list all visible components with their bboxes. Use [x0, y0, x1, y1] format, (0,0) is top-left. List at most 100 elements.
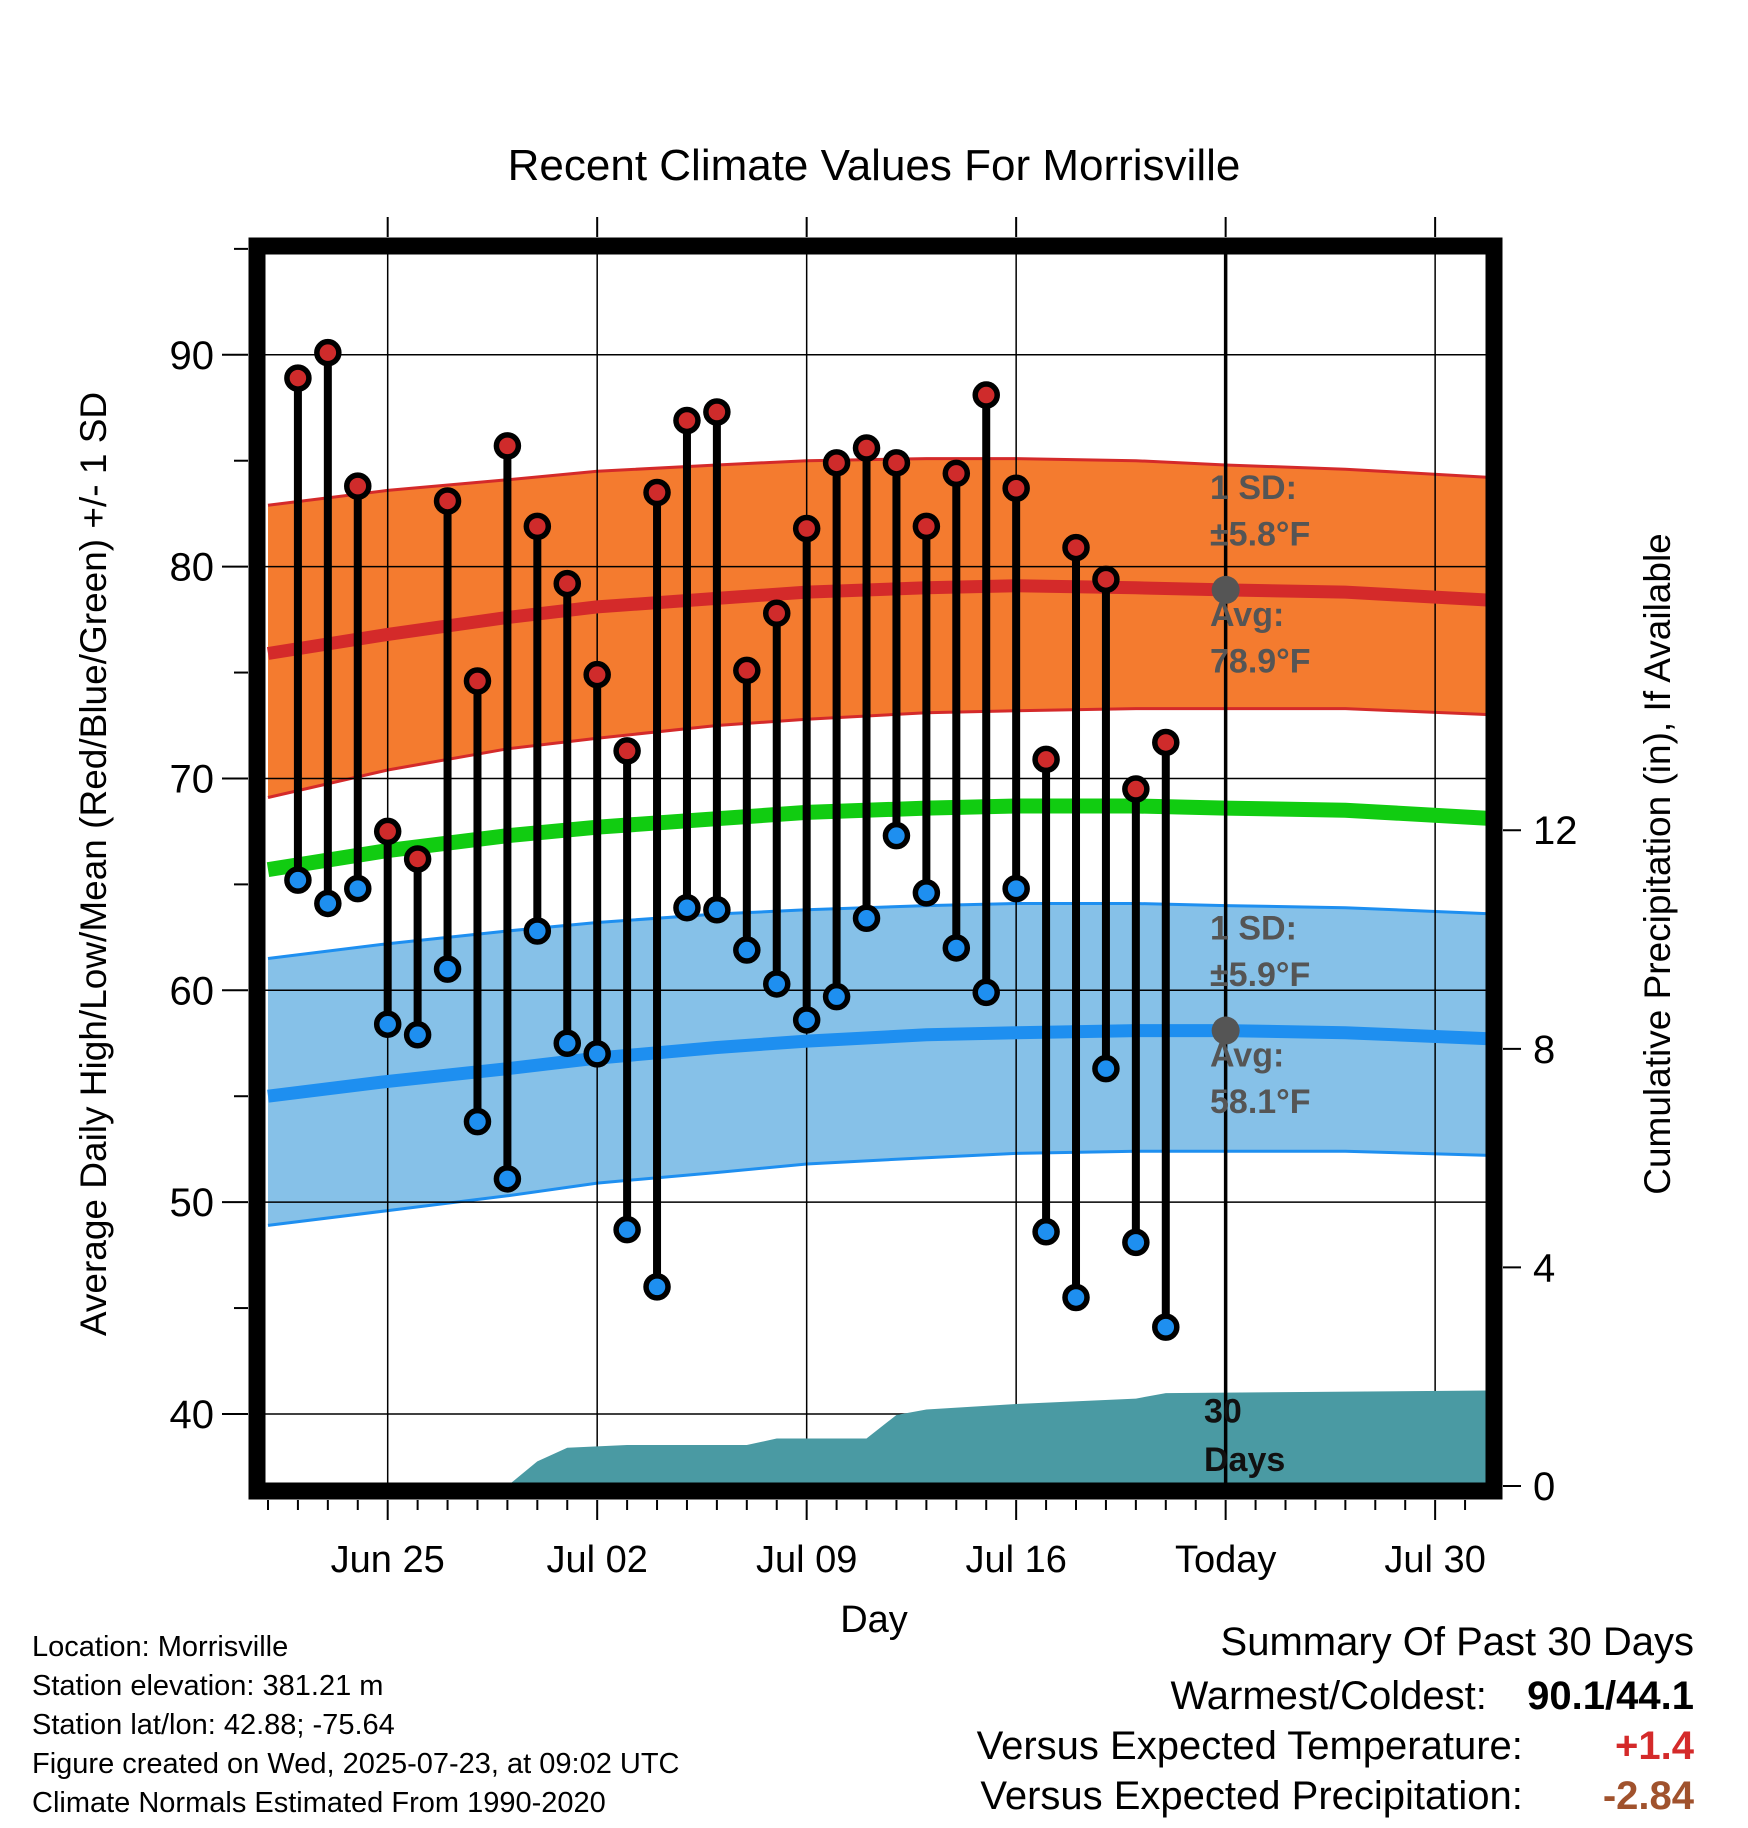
y-tick-label: 40	[170, 1393, 215, 1437]
high-sd-label: 1 SD:	[1210, 469, 1297, 507]
low-point	[792, 1006, 821, 1034]
y-tick-label: 80	[170, 546, 215, 590]
high-point	[852, 434, 881, 462]
high-point	[344, 472, 372, 500]
elevation-text: Station elevation: 381.21 m	[32, 1670, 384, 1702]
low-point	[972, 978, 1000, 1007]
high-point	[1152, 728, 1180, 757]
low-avg-label: Avg:	[1210, 1037, 1284, 1075]
low-point	[373, 1010, 402, 1038]
low-point	[733, 936, 761, 964]
high-point	[912, 512, 941, 541]
high-point	[314, 338, 342, 367]
low-avg-value: 58.1°F	[1210, 1083, 1311, 1121]
low-point	[553, 1029, 582, 1058]
low-point	[882, 821, 911, 850]
high-point	[972, 381, 1000, 409]
summary-title: Summary Of Past 30 Days	[1220, 1620, 1694, 1664]
location-text: Location: Morrisville	[32, 1631, 289, 1663]
high-sd-value: ±5.8°F	[1210, 515, 1310, 553]
plot-area: 1 SD: ±5.8°F Avg: 78.9°F 1 SD: ±5.9°F Avg: 58.1…	[170, 217, 1578, 1581]
warmest-coldest-label: Warmest/Coldest:	[1170, 1674, 1487, 1718]
low-point	[284, 866, 312, 894]
temperature-label: Versus Expected Temperature:	[976, 1724, 1523, 1768]
high-point	[762, 599, 791, 627]
low-sd-lower-line	[267, 1149, 1489, 1227]
y-right-tick-label: 0	[1533, 1465, 1555, 1509]
y-tick-label: 50	[170, 1181, 215, 1225]
low-sd-value: ±5.9°F	[1210, 956, 1310, 994]
low-point	[583, 1040, 611, 1068]
latlon-text: Station lat/lon: 42.88; -75.64	[32, 1709, 395, 1741]
y-right-tick-label: 12	[1533, 809, 1578, 853]
summary-warmest-coldest: Warmest/Coldest: 90.1/44.1	[1171, 1674, 1695, 1719]
y-axis-label-right: Cumulative Precipitation (in), If Availa…	[1637, 533, 1678, 1195]
y-right-tick-label: 4	[1533, 1246, 1555, 1290]
low-point	[852, 904, 881, 933]
y-axis-label-left: Average Daily High/Low/Mean (Red/Blue/Gr…	[73, 392, 114, 1336]
low-point	[1032, 1218, 1060, 1246]
low-point	[433, 955, 462, 983]
high-point	[733, 656, 761, 685]
y-tick-label: 60	[170, 969, 215, 1013]
low-point	[1062, 1283, 1090, 1312]
low-point	[822, 982, 851, 1011]
low-point	[344, 874, 372, 903]
low-avg-dot	[1211, 1016, 1240, 1045]
low-point	[523, 917, 552, 945]
low-point	[1002, 874, 1030, 903]
high-point	[583, 660, 611, 689]
low-normal-line	[267, 1024, 1489, 1103]
high-point	[673, 406, 701, 435]
y-tick-label: 90	[170, 334, 215, 378]
summary-temperature: Versus Expected Temperature: +1.4	[977, 1724, 1694, 1769]
high-point	[433, 487, 462, 515]
low-point	[463, 1107, 492, 1136]
low-sd-label: 1 SD:	[1210, 909, 1297, 947]
low-point	[493, 1165, 522, 1193]
low-point	[942, 934, 971, 962]
low-point	[403, 1021, 432, 1049]
high-point	[942, 459, 971, 488]
high-point	[1122, 775, 1150, 803]
low-point	[1092, 1054, 1120, 1083]
low-point	[613, 1215, 641, 1244]
low-point	[912, 879, 941, 907]
created-text: Figure created on Wed, 2025-07-23, at 09…	[32, 1748, 680, 1780]
high-avg-value: 78.9°F	[1210, 643, 1311, 681]
high-point	[613, 737, 641, 765]
high-avg-label: Avg:	[1210, 596, 1284, 634]
high-point	[703, 398, 731, 426]
warmest-coldest-value: 90.1/44.1	[1527, 1674, 1694, 1718]
low-point	[1152, 1313, 1180, 1341]
x-axis-label: Day	[840, 1599, 908, 1641]
y-right-tick-label: 8	[1533, 1028, 1555, 1072]
plot-frame	[248, 237, 1503, 1500]
high-point	[792, 514, 821, 543]
high-point	[1092, 565, 1120, 594]
x-tick-label: Today	[1175, 1539, 1276, 1581]
x-tick-label: Jul 30	[1384, 1539, 1485, 1581]
high-sd-band	[268, 458, 1489, 798]
low-point	[762, 970, 791, 998]
high-point	[1032, 745, 1060, 774]
high-point	[1002, 474, 1030, 503]
high-point	[284, 364, 312, 392]
x-tick-label: Jul 02	[546, 1539, 647, 1581]
precipitation-value: -2.84	[1602, 1774, 1694, 1818]
low-sd-band	[268, 903, 1489, 1226]
chart-title: Recent Climate Values For Morrisville	[508, 141, 1241, 190]
temperature-value: +1.4	[1615, 1724, 1694, 1768]
summary-precipitation: Versus Expected Precipitation: -2.84	[980, 1774, 1694, 1819]
high-point	[1062, 533, 1090, 562]
low-point	[314, 889, 342, 918]
mean-normal-line	[266, 798, 1489, 878]
x-tick-label: Jul 09	[756, 1539, 857, 1581]
high-point	[822, 449, 851, 477]
plot-inner	[262, 251, 1489, 1486]
high-point	[493, 432, 522, 460]
low-point	[703, 896, 731, 924]
low-point	[643, 1273, 671, 1301]
station-info: Location: Morrisville Station elevation:…	[32, 1628, 680, 1823]
